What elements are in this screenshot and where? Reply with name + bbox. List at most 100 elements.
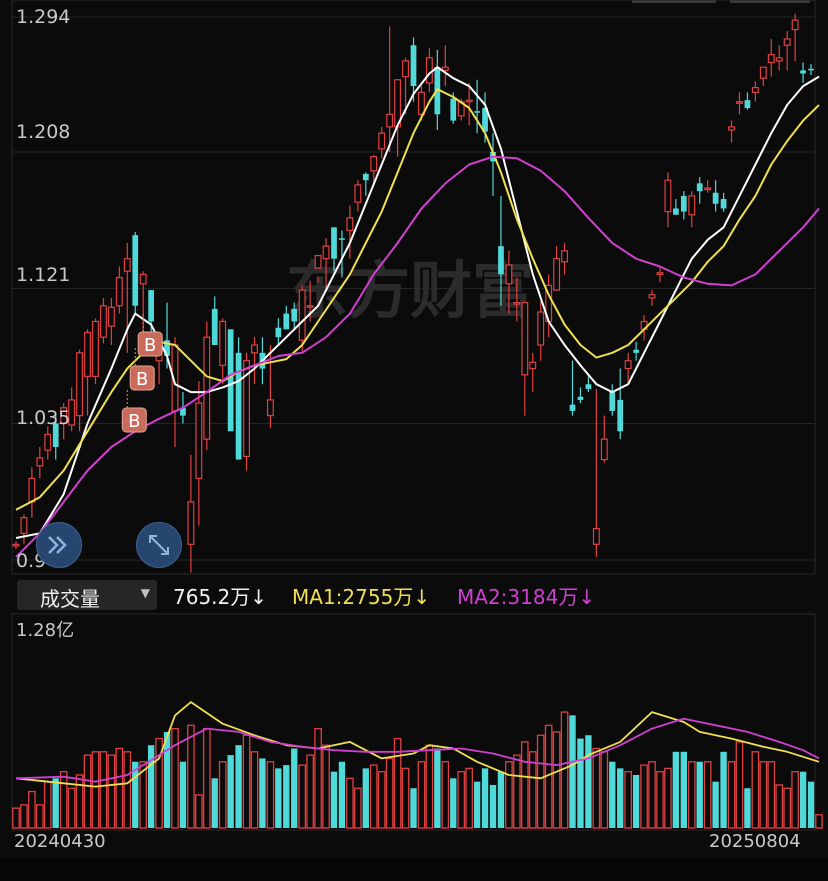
volume-bar <box>132 761 139 828</box>
volume-bar <box>322 744 330 829</box>
candle-body <box>92 320 99 377</box>
candle-body <box>410 45 417 87</box>
price-ma-line <box>15 66 820 539</box>
candle-body <box>132 235 139 306</box>
price-tick-label: 1.035 <box>16 407 71 429</box>
candle-body <box>291 308 298 322</box>
candle-body <box>370 156 378 172</box>
volume-panel-frame <box>11 613 816 831</box>
candle-body <box>76 352 84 417</box>
volume-bar <box>513 754 521 829</box>
candle-body <box>275 327 282 338</box>
volume-bar <box>338 761 346 828</box>
volume-bar <box>425 744 434 829</box>
candle-body <box>537 311 545 346</box>
volume-bar <box>441 761 450 829</box>
volume-bar <box>52 778 59 828</box>
down-arrow-icon: ↓ <box>578 585 596 609</box>
volume-bar <box>107 754 116 829</box>
candle-body <box>251 344 258 354</box>
candle-body <box>12 543 20 547</box>
tab-fragment-right[interactable] <box>730 0 810 3</box>
volume-bar <box>298 764 307 829</box>
fullscreen-button[interactable] <box>136 522 182 568</box>
indicator-select[interactable]: 成交量 ▼ <box>17 580 157 611</box>
volume-bar <box>815 814 823 829</box>
volume-bar <box>744 788 751 828</box>
expand-arrows-icon <box>149 535 169 555</box>
volume-bar <box>346 777 354 829</box>
candle-body <box>759 66 767 79</box>
candle-body <box>44 433 52 451</box>
volume-bar <box>227 755 234 828</box>
candle-body <box>751 87 759 93</box>
end-date-label: 20250804 <box>709 831 801 852</box>
volume-bar <box>536 734 545 829</box>
volume-bar <box>242 734 251 829</box>
volume-bar <box>330 771 338 828</box>
volume-bar <box>28 790 36 829</box>
volume-bar <box>680 751 687 828</box>
candle-body <box>704 187 712 191</box>
candle-body <box>521 302 529 376</box>
price-ma-line <box>15 88 820 511</box>
candle-body <box>609 392 616 411</box>
candle-body <box>808 68 814 71</box>
candle-body <box>235 352 242 460</box>
buy-marker-label: B <box>144 335 156 356</box>
expand-sidebar-button[interactable] <box>36 522 82 568</box>
candle-body <box>425 57 433 84</box>
watermark-text: 东方财富 <box>286 254 534 327</box>
tab-fragment-left[interactable] <box>632 0 716 3</box>
volume-bar <box>617 768 624 828</box>
volume-bar <box>759 761 768 829</box>
volume-bar <box>314 727 322 829</box>
candle-body <box>720 199 727 209</box>
volume-bar <box>775 784 784 829</box>
candle-body <box>465 99 473 103</box>
volume-bar <box>672 751 680 828</box>
volume-bar <box>585 735 592 828</box>
candle-body <box>441 66 449 71</box>
candle-body <box>84 331 91 377</box>
candle-body <box>624 360 632 370</box>
caret-down-icon: ▼ <box>140 586 150 600</box>
candle-body <box>617 399 624 432</box>
volume-bar <box>489 784 497 828</box>
volume-bar <box>703 761 712 829</box>
candle-body <box>529 361 537 370</box>
volume-bar <box>450 778 457 828</box>
candle-body <box>36 457 44 467</box>
volume-bar <box>457 771 466 829</box>
volume-bar <box>187 724 195 829</box>
volume-bar <box>275 768 282 828</box>
volume-bar <box>497 771 505 828</box>
volume-bar <box>91 751 100 829</box>
candle-body <box>783 38 791 46</box>
volume-bar <box>369 764 378 829</box>
candle-body <box>346 217 354 232</box>
candle-body <box>402 60 410 78</box>
volume-bar <box>417 761 426 829</box>
volume-bar <box>35 804 44 829</box>
volume-ma2: MA2:3184万↓ <box>457 581 595 610</box>
volume-bar <box>473 781 481 828</box>
volume-bar <box>283 765 290 828</box>
candle-body <box>52 423 59 448</box>
volume-max-label: 1.28亿 <box>16 620 75 641</box>
volume-bar <box>783 787 792 829</box>
volume-bar <box>179 761 187 828</box>
volume-bar <box>687 761 696 829</box>
volume-bar <box>211 778 218 828</box>
buy-marker <box>129 365 155 391</box>
candle-body <box>553 258 561 291</box>
candle-body <box>211 308 218 345</box>
bottom-strip <box>0 858 828 881</box>
volume-bar <box>266 761 275 829</box>
volume-bar <box>67 787 76 829</box>
volume-bar <box>99 751 108 829</box>
candle-body <box>378 132 386 150</box>
price-panel-frame <box>11 0 816 575</box>
candle-body <box>115 276 123 307</box>
